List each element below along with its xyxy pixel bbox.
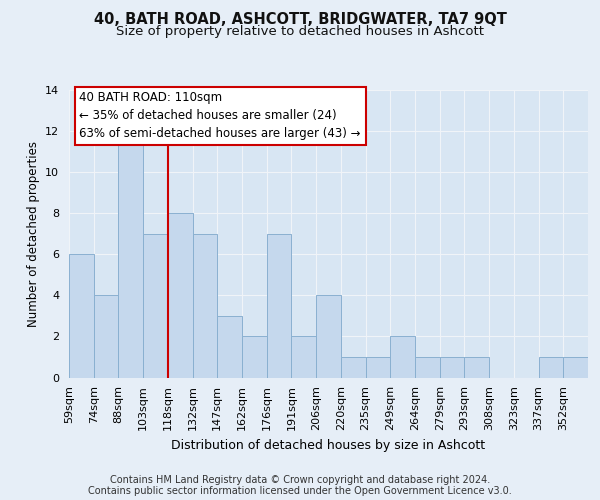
Bar — [118, 131, 143, 378]
Text: 40 BATH ROAD: 110sqm
← 35% of detached houses are smaller (24)
63% of semi-detac: 40 BATH ROAD: 110sqm ← 35% of detached h… — [79, 92, 361, 140]
Text: 40, BATH ROAD, ASHCOTT, BRIDGWATER, TA7 9QT: 40, BATH ROAD, ASHCOTT, BRIDGWATER, TA7 … — [94, 12, 506, 28]
Bar — [390, 336, 415, 378]
X-axis label: Distribution of detached houses by size in Ashcott: Distribution of detached houses by size … — [172, 438, 485, 452]
Bar — [341, 357, 365, 378]
Text: Size of property relative to detached houses in Ashcott: Size of property relative to detached ho… — [116, 25, 484, 38]
Bar — [539, 357, 563, 378]
Bar — [316, 296, 341, 378]
Bar — [440, 357, 464, 378]
Bar — [267, 234, 292, 378]
Bar — [193, 234, 217, 378]
Bar — [242, 336, 267, 378]
Bar — [415, 357, 440, 378]
Text: Contains public sector information licensed under the Open Government Licence v3: Contains public sector information licen… — [88, 486, 512, 496]
Bar — [94, 296, 118, 378]
Bar — [464, 357, 489, 378]
Bar — [292, 336, 316, 378]
Bar — [168, 213, 193, 378]
Bar — [365, 357, 390, 378]
Bar — [217, 316, 242, 378]
Y-axis label: Number of detached properties: Number of detached properties — [26, 141, 40, 327]
Bar — [69, 254, 94, 378]
Text: Contains HM Land Registry data © Crown copyright and database right 2024.: Contains HM Land Registry data © Crown c… — [110, 475, 490, 485]
Bar — [143, 234, 168, 378]
Bar — [563, 357, 588, 378]
